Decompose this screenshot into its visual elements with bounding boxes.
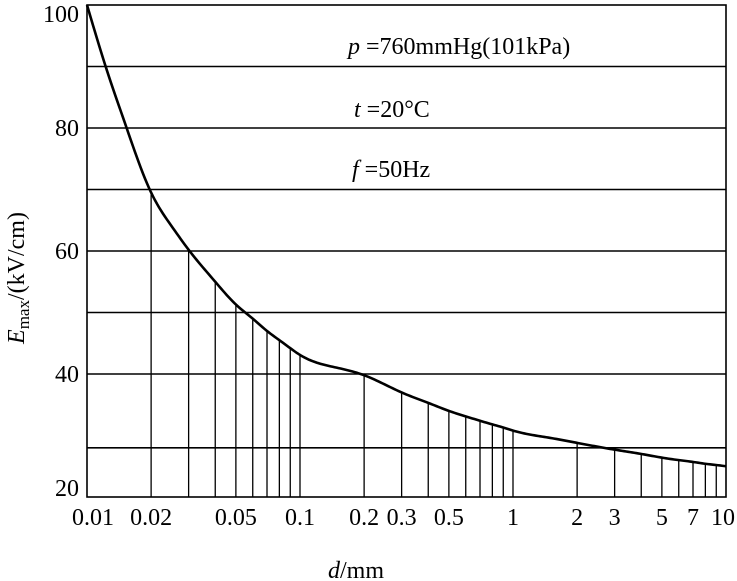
dropline-layer: [150, 192, 717, 497]
x-tick-label: 0.1: [285, 505, 315, 531]
x-tick-label: 0.02: [130, 505, 172, 531]
annotation-frequency: f =50Hz: [352, 157, 430, 183]
y-tick-label: 40: [55, 362, 79, 388]
x-axis-label: d/mm: [328, 558, 384, 581]
x-tick-label: 5: [656, 505, 668, 531]
x-tick-label: 0.01: [72, 505, 114, 531]
condition-annotations: p =760mmHg(101kPa) t =20°C f =50Hz: [346, 34, 570, 183]
x-tick-label: 0.5: [434, 505, 464, 531]
x-tick-label: 7: [687, 505, 699, 531]
y-tick-labels: 20 40 60 80 100: [43, 2, 79, 502]
x-tick-labels: 0.01 0.02 0.05 0.1 0.2 0.3 0.5 1 2 3 5 7 10: [72, 505, 735, 531]
y-axis-label: Emax/(kV/cm): [4, 212, 33, 345]
plot-frame: [86, 4, 727, 498]
x-tick-label: 3: [609, 505, 621, 531]
y-tick-label: 60: [55, 239, 79, 265]
annotation-pressure: p =760mmHg(101kPa): [346, 34, 570, 60]
x-tick-label: 0.3: [387, 505, 417, 531]
y-tick-label: 80: [55, 116, 79, 142]
y-tick-label: 20: [55, 476, 79, 502]
x-tick-label: 0.05: [215, 505, 257, 531]
grid-layer: [87, 65, 726, 449]
x-tick-label: 0.2: [349, 505, 379, 531]
x-tick-label: 10: [711, 505, 735, 531]
y-tick-label: 100: [43, 2, 79, 28]
x-tick-label: 1: [507, 505, 519, 531]
x-tick-label: 2: [571, 505, 583, 531]
annotation-temperature: t =20°C: [354, 97, 430, 123]
series-line: [85, 4, 727, 468]
